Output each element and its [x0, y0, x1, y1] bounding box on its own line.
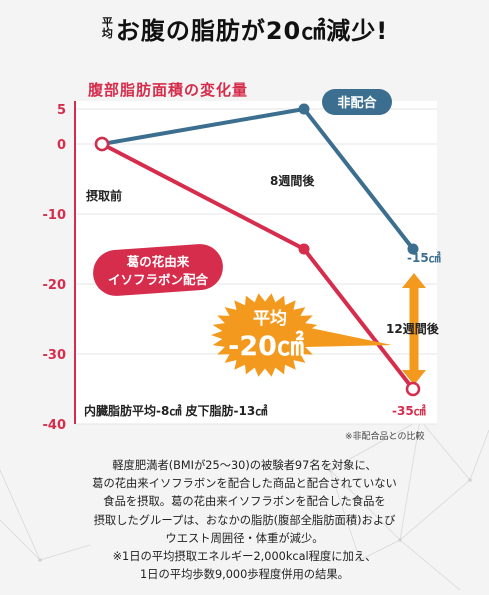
y-tick-label: -40 [43, 418, 67, 433]
comparison-note: ※非配合品との比較 [345, 432, 425, 442]
footer-line: 食品を摂取。葛の花由来イソフラボンを配合した食品を [103, 495, 386, 509]
footer-line: 軽度肥満者(BMIが25〜30)の被験者97名を対象に、 [112, 459, 377, 472]
burst-label-line1: 平均 [253, 308, 287, 329]
data-point [298, 243, 310, 255]
label-start: 摂取前 [86, 188, 122, 203]
headline-prefix: 平均 [101, 16, 113, 40]
bottom-summary: 内臓脂肪平均-8㎠ 皮下脂肪-13㎠ [84, 403, 267, 418]
label-nonblend-end: -15㎠ [407, 250, 441, 265]
chart: 5 0 -10 -20 -30 -40 平均 -20㎠ 摂取前 8週間後 12週間後 -1… [43, 89, 441, 433]
average-burst: 平均 -20㎠ [211, 293, 392, 377]
footer-line: 摂取したグループは、おなかの脂肪(腹部全脂肪面積)および [93, 513, 396, 527]
y-tick-label: -10 [43, 208, 67, 223]
footer-line: ウエスト周囲径・体重が減少。 [165, 531, 324, 545]
difference-arrow [402, 273, 426, 385]
footer-line: 葛の花由来イソフラボンを配合した商品と配合されていない [92, 477, 397, 491]
y-tick-label: 5 [57, 103, 66, 118]
label-week12: 12週間後 [386, 321, 440, 336]
burst-label-line2: -20㎠ [228, 330, 304, 362]
chart-title: 腹部脂肪面積の変化量 [88, 81, 249, 99]
data-point [94, 136, 110, 152]
footer-line: 1日の平均歩数9,000歩程度併用の結果。 [140, 568, 349, 582]
y-tick-label: 0 [57, 138, 66, 153]
label-blend-end: -35㎠ [392, 403, 426, 418]
series-badge-nonblend-text: 非配合 [337, 95, 377, 111]
footer-description: 軽度肥満者(BMIが25〜30)の被験者97名を対象に、 葛の花由来イソフラボン… [0, 457, 489, 584]
series-badge-nonblend: 非配合 [322, 89, 392, 115]
series-badge-blend-line1: 葛の花由来 [126, 254, 190, 269]
series-badge-blend: 葛の花由来 イソフラボン配合 [93, 244, 223, 296]
data-point [405, 381, 421, 397]
y-tick-labels: 5 0 -10 -20 -30 -40 [43, 103, 67, 433]
series-badge-blend-line2: イソフラボン配合 [108, 272, 209, 287]
data-points [94, 103, 421, 397]
y-tick-label: -20 [43, 278, 67, 293]
headline: 平均 お腹の脂肪が20㎠減少! [0, 10, 489, 46]
data-point [407, 243, 419, 255]
label-week8: 8週間後 [270, 173, 315, 188]
data-point [298, 103, 310, 115]
headline-main: お腹の脂肪が20㎠減少! [115, 16, 389, 45]
y-tick-label: -30 [43, 348, 67, 363]
footer-line: ※1日の平均摂取エネルギー2,000kcal程度に加え、 [112, 550, 377, 564]
